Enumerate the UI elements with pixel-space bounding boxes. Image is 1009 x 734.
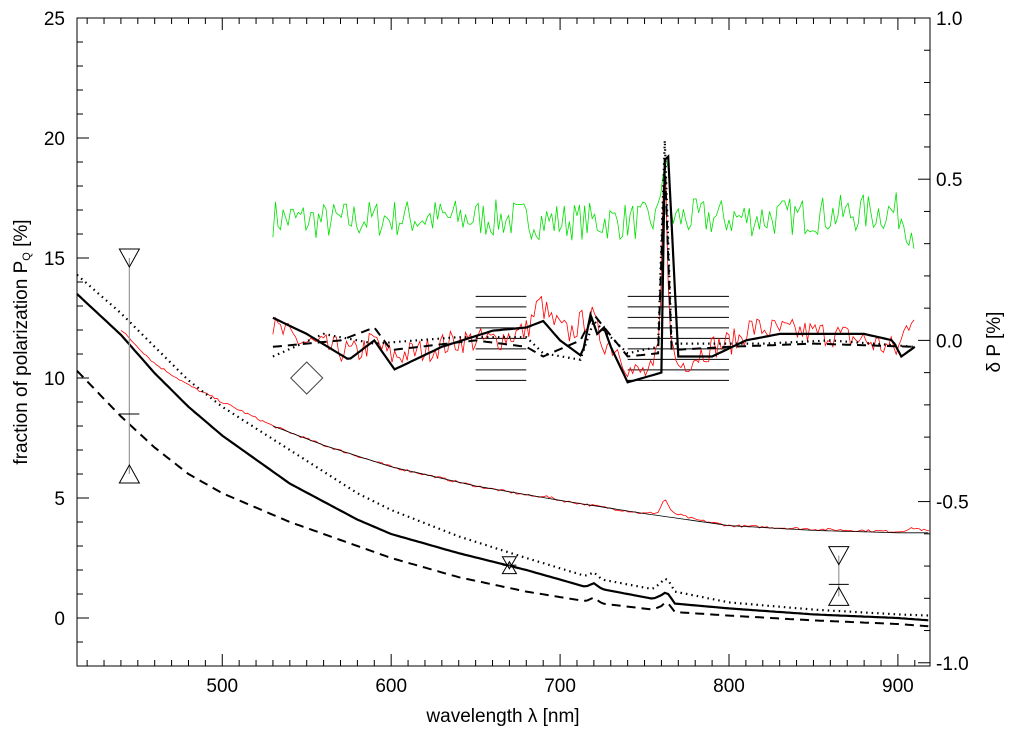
y-right-tick-label: 0.0 bbox=[936, 331, 962, 352]
y-left-tick-label: 0 bbox=[54, 609, 65, 630]
y-right-axis-label: δ P [%] bbox=[984, 312, 1005, 373]
y-left-tick-label: 20 bbox=[44, 129, 65, 150]
x-tick-label: 800 bbox=[713, 676, 745, 697]
right-series-2-solid-line bbox=[272, 154, 916, 384]
right-series-3-dotted-line bbox=[272, 140, 915, 361]
y-left-tick-label: 5 bbox=[54, 489, 65, 510]
y-left-axis-label: fraction of polarization PQ [%] bbox=[11, 219, 33, 464]
plot-marks bbox=[76, 140, 930, 628]
x-tick-label: 900 bbox=[882, 676, 914, 697]
right-series-4-dashed-line bbox=[272, 163, 915, 358]
y-right-tick-label: 0.5 bbox=[936, 170, 962, 191]
y-left-tick-label: 15 bbox=[44, 249, 65, 270]
y-right-tick-label: -0.5 bbox=[936, 493, 969, 514]
x-tick-label: 500 bbox=[206, 676, 238, 697]
up-triangle-marker-1 bbox=[501, 560, 518, 575]
x-tick-label: 600 bbox=[375, 676, 407, 697]
down-triangle-marker-0 bbox=[118, 248, 141, 269]
down-triangle-marker-2 bbox=[827, 546, 850, 566]
y-right-tick-label: 1.0 bbox=[936, 9, 962, 30]
up-triangle-marker-0 bbox=[118, 463, 141, 484]
down-triangle-marker-1 bbox=[501, 556, 518, 570]
diamond-marker bbox=[290, 361, 324, 395]
y-right-tick-label: -1.0 bbox=[936, 654, 969, 675]
right-series-1-thin-line bbox=[272, 179, 915, 378]
y-left-tick-label: 25 bbox=[44, 9, 65, 30]
x-axis-label: wavelength λ [nm] bbox=[425, 706, 579, 727]
right-series-0-thin-line bbox=[272, 159, 915, 249]
plot-frame bbox=[76, 17, 931, 667]
up-triangle-marker-2 bbox=[827, 586, 850, 606]
left-series-2-solid-line bbox=[76, 293, 929, 622]
left-series-4-dashed-line bbox=[76, 370, 929, 628]
x-tick-label: 700 bbox=[544, 676, 576, 697]
axes: 500 600 700 800 900 0 5 10 15 20 25 -1.0 -0.5 0.0 0.5 1… bbox=[44, 9, 969, 697]
y-left-tick-label: 10 bbox=[44, 369, 65, 390]
left-series-0-thin-line bbox=[120, 330, 930, 533]
left-series-1-thin-line bbox=[272, 425, 929, 534]
